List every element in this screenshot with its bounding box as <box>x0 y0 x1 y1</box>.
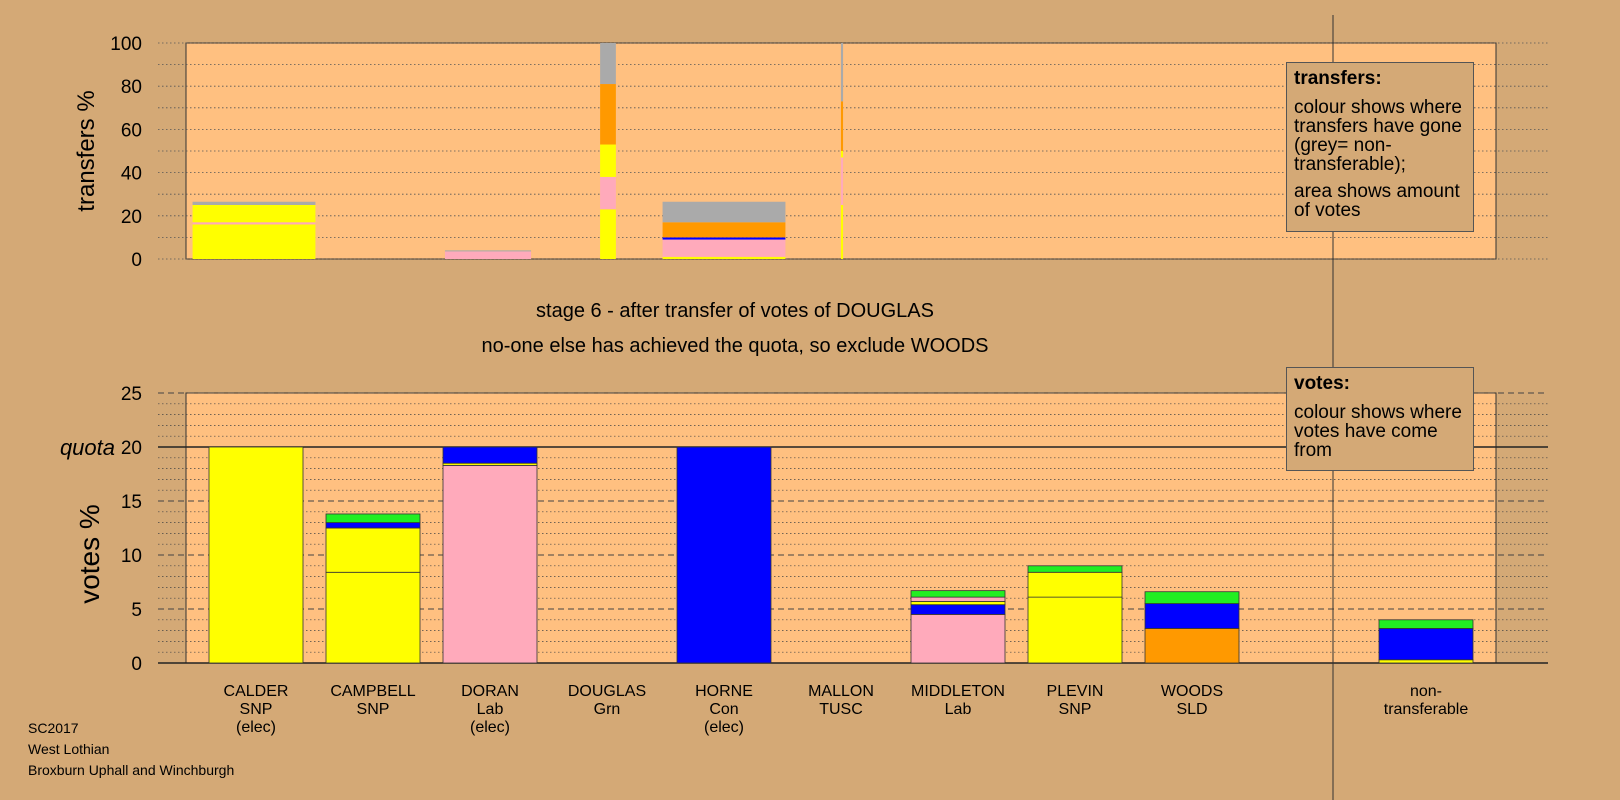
votes-bar-segment-plevin <box>1027 596 1123 664</box>
votes-bar-segment-campbell <box>325 513 421 524</box>
candidate-label-line: SLD <box>1176 701 1207 718</box>
candidate-label-line: CALDER <box>224 683 289 700</box>
candidate-label-line: MALLON <box>808 683 874 700</box>
votes-bar-segment-doran <box>442 464 538 664</box>
candidate-label-line: (elec) <box>470 719 510 736</box>
legend-transfers: transfers: colour shows where transfers … <box>1286 62 1474 232</box>
votes-bar-segment-campbell <box>325 571 421 664</box>
transfers-bar-segment-mallon <box>840 157 844 205</box>
votes-bar-segment-horne <box>676 446 772 664</box>
transfers-bar-segment-doran <box>444 250 532 252</box>
candidate-label-line: (elec) <box>236 719 276 736</box>
transfers-bar-segment-horne <box>662 256 786 259</box>
transfers-bar-segment-mallon <box>840 205 844 259</box>
votes-bar-segment-middleton <box>910 601 1006 606</box>
transfers-bar-segment-douglas <box>600 209 616 259</box>
candidate-label-line: Grn <box>594 701 621 718</box>
votes-tick-label: 5 <box>131 600 142 621</box>
candidate-label-line: SNP <box>357 701 390 718</box>
votes-bar-segment-woods <box>1144 591 1240 604</box>
votes-bar-segment-plevin <box>1027 565 1123 573</box>
quota-label: quota <box>60 435 115 460</box>
candidate-label-line: DORAN <box>461 683 519 700</box>
legend-transfers-text-area: area shows amount of votes <box>1294 181 1460 221</box>
transfers-tick-label: 80 <box>121 77 142 98</box>
votes-bar-segment-woods <box>1144 628 1240 664</box>
footer-ward: Broxburn Uphall and Winchburgh <box>28 762 235 778</box>
votes-bar-segment-middleton <box>910 590 1006 598</box>
candidate-label-line: Lab <box>477 701 504 718</box>
transfers-bar-segment-calder <box>192 222 316 225</box>
transfers-tick-label: 20 <box>121 207 142 228</box>
transfers-tick-label: 100 <box>110 34 142 55</box>
transfers-bar-segment-calder <box>192 205 316 223</box>
transfers-bar-segment-horne <box>662 239 786 257</box>
candidate-label-line: CAMPBELL <box>330 683 415 700</box>
footer-election: SC2017 <box>28 720 79 736</box>
votes-bar-segment-middleton <box>910 604 1006 615</box>
legend-transfers-text-colour: colour shows where transfers have gone (… <box>1294 97 1462 175</box>
votes-bar-segment-campbell <box>325 522 421 529</box>
votes-tick-label: 25 <box>121 384 142 405</box>
transfers-bar-segment-mallon <box>840 101 844 151</box>
transfers-bar-segment-horne <box>662 201 786 223</box>
candidate-label-line: TUSC <box>819 701 863 718</box>
candidate-label-line: SNP <box>240 701 273 718</box>
transfers-tick-label: 60 <box>121 120 142 141</box>
legend-transfers-title: transfers: <box>1294 68 1382 89</box>
transfers-bar-segment-mallon <box>840 151 844 158</box>
votes-bar-segment-non <box>1378 619 1474 629</box>
transfers-bar-segment-doran <box>444 251 532 259</box>
legend-votes-text: colour shows where votes have come from <box>1294 402 1462 461</box>
transfers-bar-segment-horne <box>662 237 786 240</box>
stage-subtitle: no-one else has achieved the quota, so e… <box>481 335 989 357</box>
legend-votes-title: votes: <box>1294 373 1350 394</box>
transfers-bar-segment-calder <box>192 224 316 259</box>
transfers-bar-segment-horne <box>662 222 786 238</box>
candidate-label-line: WOODS <box>1161 683 1223 700</box>
candidate-label-line: DOUGLAS <box>568 683 646 700</box>
candidate-label-line: SNP <box>1059 701 1092 718</box>
footer-council: West Lothian <box>28 741 110 757</box>
candidate-label-line: PLEVIN <box>1047 683 1104 700</box>
votes-bar-segment-non <box>1378 628 1474 661</box>
transfers-bar-segment-calder <box>192 201 316 205</box>
votes-axis-label: votes % <box>74 504 105 604</box>
candidate-label-line: transferable <box>1384 701 1469 718</box>
candidate-label-line: Con <box>709 701 738 718</box>
votes-bar-segment-woods <box>1144 603 1240 629</box>
transfers-bar-segment-douglas <box>600 43 616 85</box>
votes-bar-segment-campbell <box>325 527 421 573</box>
votes-tick-label: 0 <box>131 654 142 675</box>
candidate-label-line: MIDDLETON <box>911 683 1005 700</box>
transfers-bar-segment-douglas <box>600 144 616 177</box>
candidate-label-line: non- <box>1410 683 1442 700</box>
votes-bar-segment-middleton <box>910 614 1006 664</box>
votes-tick-label-quota: 20 <box>121 438 142 459</box>
transfers-tick-label: 40 <box>121 164 142 185</box>
candidate-label-line: Lab <box>945 701 972 718</box>
transfers-bar-segment-douglas <box>600 84 616 145</box>
votes-bar-segment-non <box>1378 659 1474 664</box>
votes-bar-segment-doran <box>442 446 538 464</box>
transfers-bar-segment-douglas <box>600 176 616 210</box>
transfers-tick-label: 0 <box>131 250 142 271</box>
stage-title: stage 6 - after transfer of votes of DOU… <box>536 300 934 322</box>
transfers-bar-segment-mallon <box>840 43 844 102</box>
votes-bar-segment-middleton <box>910 596 1006 602</box>
votes-tick-label: 15 <box>121 492 142 513</box>
votes-tick-label: 10 <box>121 546 142 567</box>
transfers-axis-label: transfers % <box>73 90 100 211</box>
votes-bar-segment-plevin <box>1027 571 1123 598</box>
legend-votes: votes: colour shows where votes have com… <box>1286 367 1474 471</box>
votes-bar-segment-calder <box>208 446 304 664</box>
candidate-label-line: (elec) <box>704 719 744 736</box>
candidate-label-line: HORNE <box>695 683 753 700</box>
